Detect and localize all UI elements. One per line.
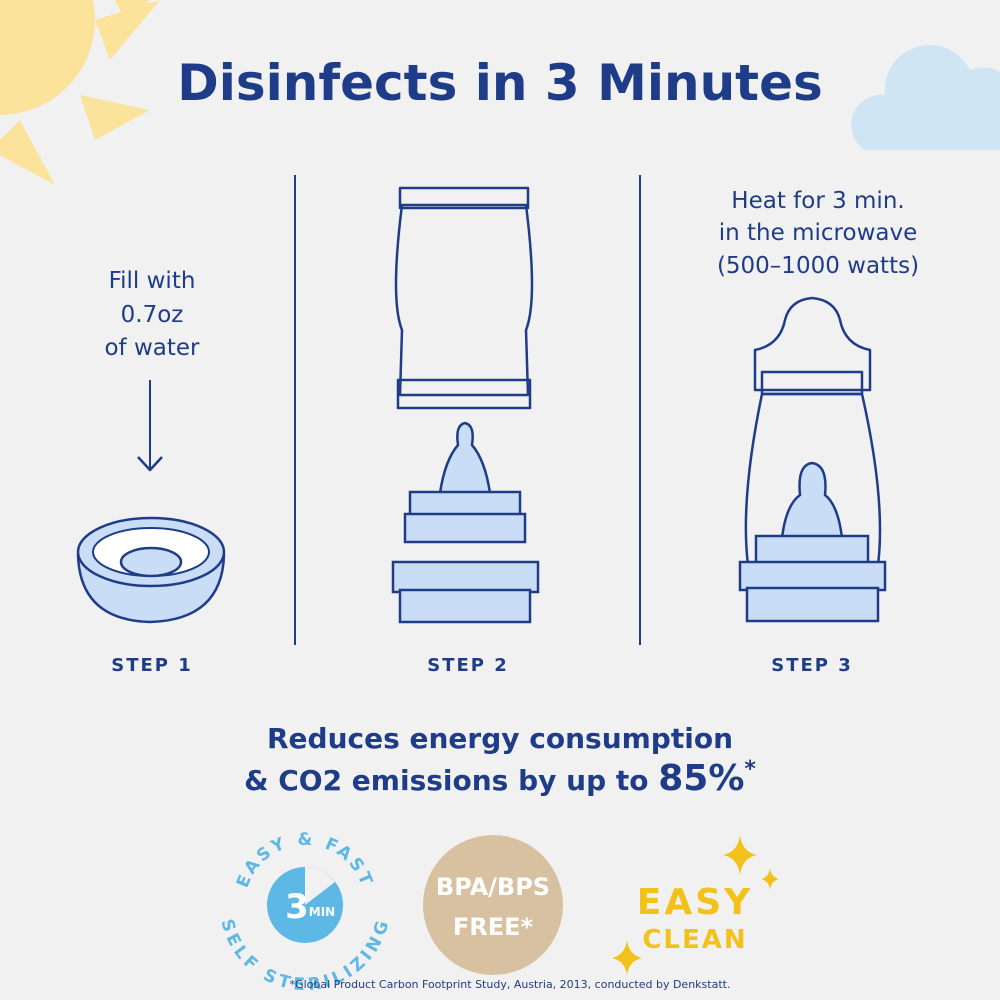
step-label: STEP 2 — [427, 655, 509, 676]
clean-badge: EASY CLEAN — [612, 835, 779, 975]
instruction: in the microwave — [719, 220, 917, 246]
instruction: Fill with — [109, 268, 196, 294]
badge-number: 3 — [285, 887, 309, 927]
footnote-marker: * — [744, 757, 756, 782]
bpa-badge: BPA/BPS FREE* — [423, 835, 563, 975]
instruction: of water — [104, 335, 200, 361]
bottle-icon — [391, 186, 540, 624]
title: Disinfects in 3 Minutes — [177, 54, 823, 112]
sun — [0, 0, 160, 185]
badge-text: BPA/BPS — [436, 873, 550, 901]
step-label: STEP 3 — [771, 655, 853, 676]
bowl-icon — [76, 516, 226, 624]
cloud — [851, 45, 1000, 150]
badge-text: EASY — [637, 882, 753, 923]
badge-text: FREE* — [453, 913, 534, 941]
instruction: Heat for 3 min. — [731, 188, 904, 214]
claim: & CO2 emissions by up to — [244, 764, 648, 797]
badge-unit: MIN — [309, 905, 335, 919]
badge-text: CLEAN — [642, 925, 747, 955]
step-label: STEP 1 — [111, 655, 193, 676]
claim: Reduces energy consumption — [267, 722, 733, 755]
footnote: *Global Product Carbon Footprint Study, … — [290, 978, 731, 991]
highlight: 85% — [658, 758, 744, 799]
arrow — [137, 380, 163, 472]
claim: & CO2 emissions by up to 85%* — [244, 757, 756, 799]
assembled-bottle-icon — [738, 296, 887, 623]
instruction: 0.7oz — [121, 302, 184, 328]
instruction: (500–1000 watts) — [717, 253, 919, 279]
